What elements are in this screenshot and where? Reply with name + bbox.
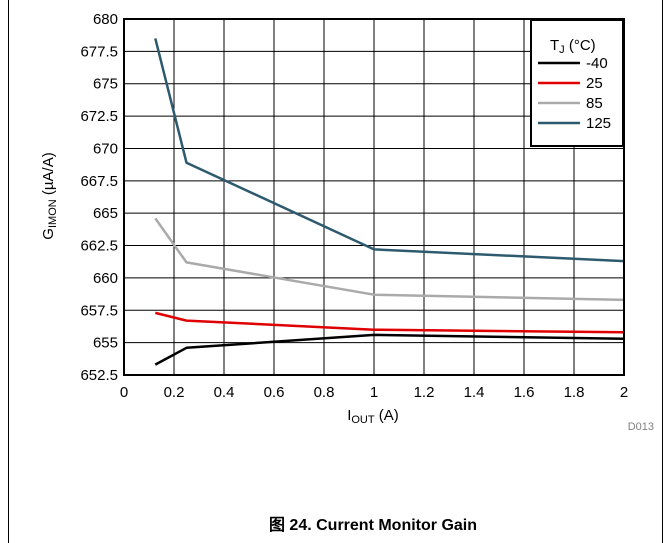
x-tick-label: 1.8 <box>564 384 585 401</box>
x-tick-label: 1.6 <box>514 384 535 401</box>
legend-title: TJ (°C) <box>550 37 596 56</box>
series-line-85 <box>154 217 625 302</box>
figure-id: D013 <box>628 421 654 433</box>
y-tick-labels: 652.5 655 657.5 660 662.5 665 667.5 670 672.5 675… <box>80 11 118 384</box>
series-line-125 <box>154 38 625 263</box>
y-tick-label: 652.5 <box>80 367 118 384</box>
y-tick-label: 670 <box>93 140 118 157</box>
x-tick-labels: 0 0.2 0.4 0.6 0.8 1 1.2 1.4 1.6 1.8 2 <box>120 384 628 401</box>
x-tick-label: 0.8 <box>314 384 335 401</box>
y-tick-label: 660 <box>93 270 118 287</box>
y-tick-label: 657.5 <box>80 302 118 319</box>
legend-items: -40 25 85 125 <box>538 55 611 132</box>
y-tick-label: 667.5 <box>80 173 118 190</box>
y-tick-label: 680 <box>93 11 118 28</box>
x-tick-label: 1.4 <box>464 384 485 401</box>
x-tick-label: 0.2 <box>164 384 185 401</box>
figure-caption: 图 24. Current Monitor Gain <box>269 516 477 534</box>
legend-label: 125 <box>586 115 611 132</box>
plot-area-border <box>123 18 625 376</box>
figure-frame <box>8 0 663 543</box>
legend: TJ (°C) -40 25 85 125 <box>530 19 624 147</box>
y-tick-label: 665 <box>93 205 118 222</box>
series-line--40 <box>154 333 625 366</box>
y-axis-label: GIMON (µA/A) <box>40 152 59 239</box>
y-tick-label: 672.5 <box>80 108 118 125</box>
legend-label: 85 <box>586 95 603 112</box>
y-tick-label: 677.5 <box>80 43 118 60</box>
x-tick-label: 1 <box>370 384 378 401</box>
x-tick-label: 1.2 <box>414 384 435 401</box>
x-axis-label: IOUT (A) <box>347 407 399 426</box>
x-tick-label: 0.4 <box>214 384 235 401</box>
x-tick-label: 2 <box>620 384 628 401</box>
series-line-25 <box>155 311 625 334</box>
series-lines <box>154 38 625 366</box>
y-tick-label: 662.5 <box>80 238 118 255</box>
x-tick-label: 0 <box>120 384 128 401</box>
y-tick-label: 655 <box>93 335 118 352</box>
legend-label: -40 <box>586 55 608 72</box>
y-tick-label: 675 <box>93 76 118 93</box>
legend-label: 25 <box>586 75 603 92</box>
x-tick-label: 0.6 <box>264 384 285 401</box>
